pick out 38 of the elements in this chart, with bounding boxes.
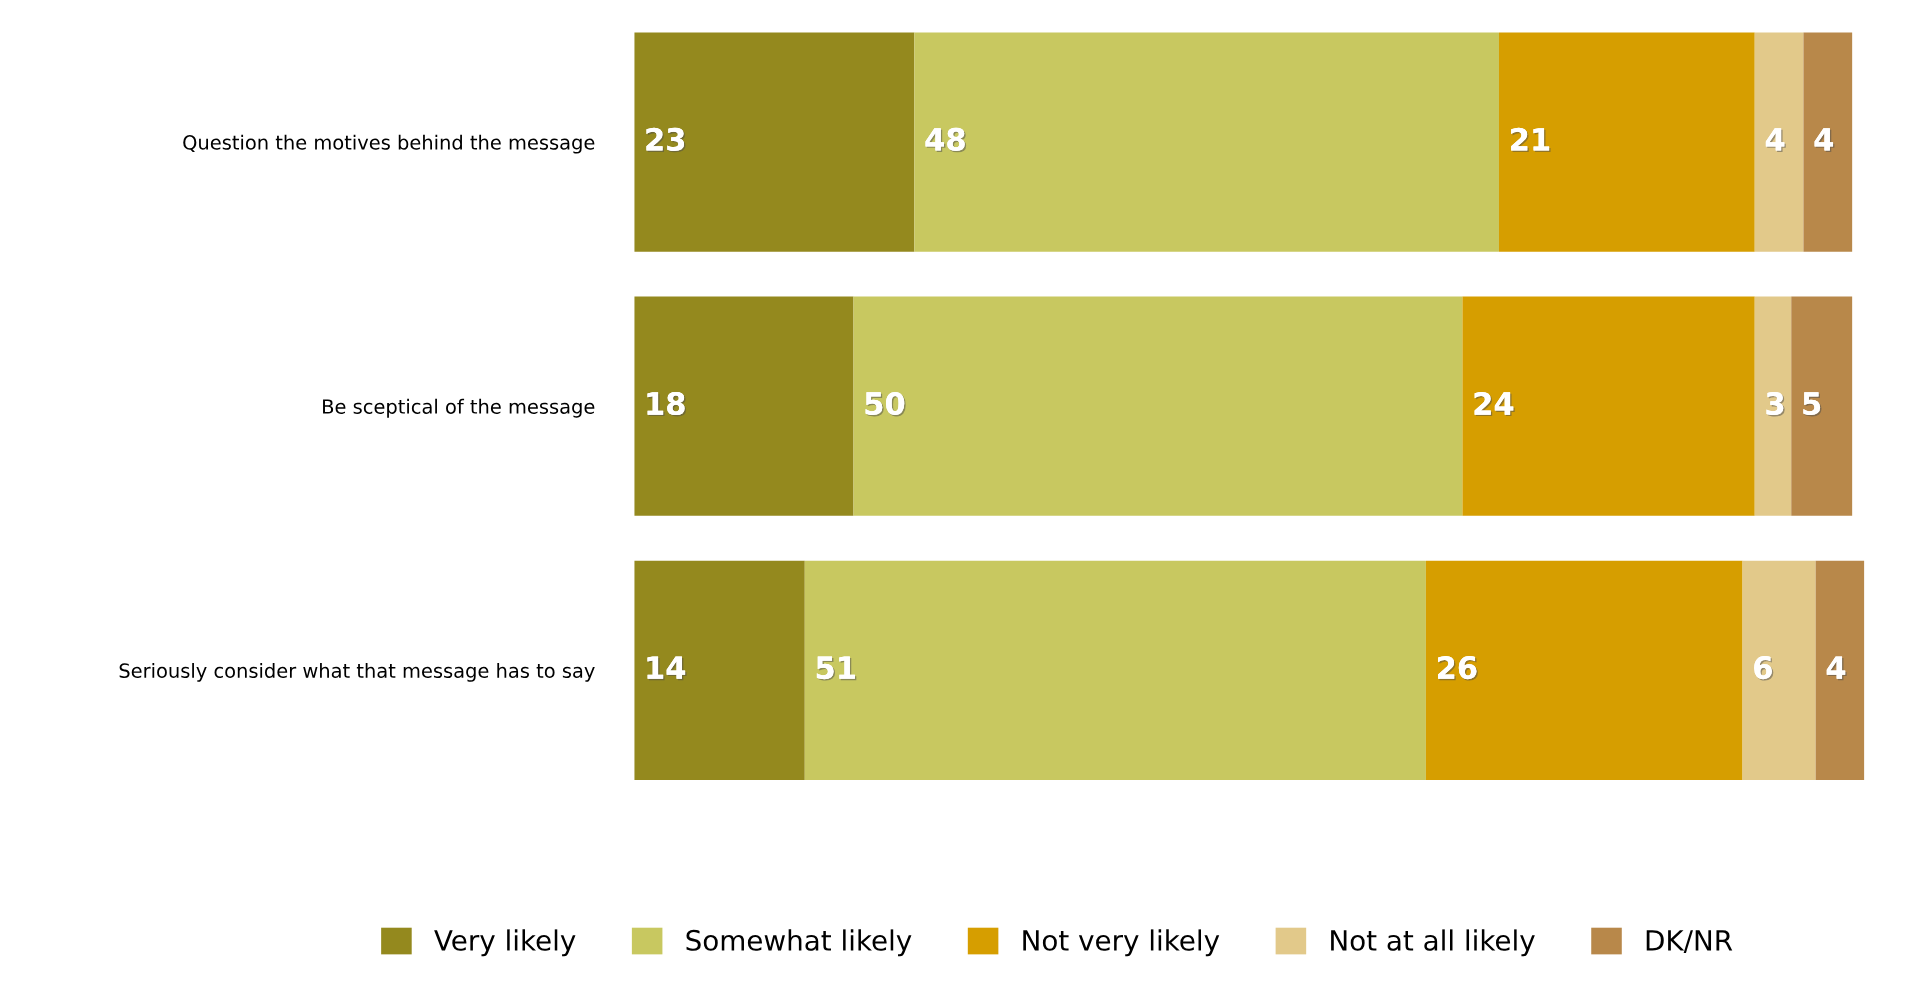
data-label: 21 [1511,127,1551,152]
y-tick-label: Question the motives behind the message [183,134,595,154]
legend-label: Somewhat likely [686,929,912,957]
legend-label: Not very likely [1023,929,1220,957]
data-label: 14 [647,656,687,681]
bar [1791,296,1853,516]
bar [1462,296,1755,516]
legend-label: Very likely [434,929,576,957]
bar [1742,560,1816,780]
bar [853,296,1463,516]
data-label: 48 [925,127,967,153]
data-label: 26 [1438,656,1478,681]
bar [1815,560,1865,780]
data-label: 23 [646,127,686,153]
legend-label: Not at all likely [1331,929,1535,957]
data-label: 50 [865,391,906,417]
data-label: 4 [1814,128,1835,152]
bar [1803,32,1853,252]
bar [634,296,854,516]
y-tick-label: Be sceptical of the message [323,398,595,418]
data-label: 3 [1766,391,1785,417]
bar [1425,560,1743,780]
bar [1754,32,1804,252]
bar [634,560,805,780]
data-label: 5 [1803,392,1822,417]
data-label: 4 [1826,656,1847,681]
bar [804,560,1426,780]
bar [1498,32,1755,252]
data-label: 51 [816,656,857,681]
data-label: 24 [1474,391,1515,417]
bar [1754,296,1792,516]
bar [634,32,915,252]
legend-label: DK/NR [1646,930,1733,954]
data-label: 6 [1754,656,1774,681]
bar [914,32,1499,252]
data-label: 18 [647,391,687,417]
y-tick-label: Seriously consider what that message has to say [119,662,595,682]
data-label: 4 [1765,128,1786,152]
